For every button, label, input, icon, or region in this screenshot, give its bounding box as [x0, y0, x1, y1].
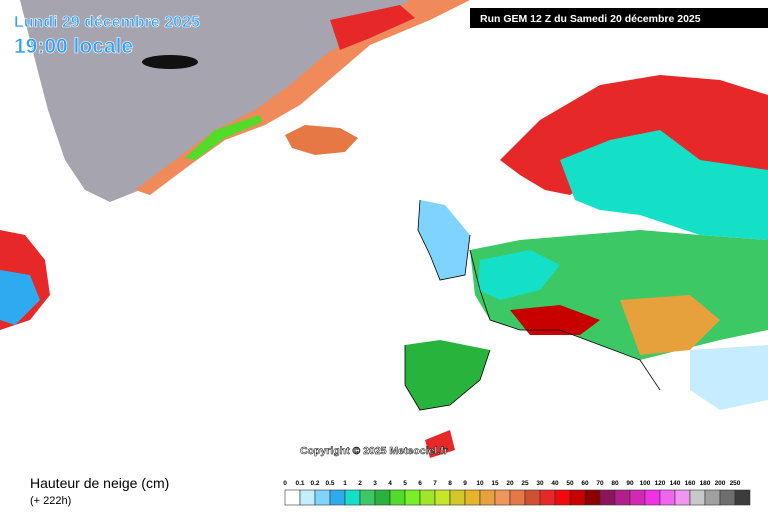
legend-swatch [284, 489, 301, 506]
lead-time: (+ 222h) [30, 495, 71, 507]
legend-swatch [464, 489, 481, 506]
time: 19:00 locale [14, 35, 133, 58]
legend-swatch [659, 489, 676, 506]
legend-swatch [569, 489, 586, 506]
legend-swatch [389, 489, 406, 506]
legend-label: 0.2 [310, 480, 319, 487]
legend-label: 60 [581, 480, 589, 487]
legend-label: 25 [521, 480, 529, 487]
legend-label: 50 [566, 480, 574, 487]
legend-label: 9 [463, 480, 467, 487]
europe [478, 250, 560, 300]
legend-swatch [434, 489, 451, 506]
legend-swatch [509, 489, 526, 506]
legend-swatch [494, 489, 511, 506]
legend-label: 80 [611, 480, 619, 487]
legend-swatch [524, 489, 541, 506]
legend-label: 30 [536, 480, 544, 487]
legend-label: 0.5 [325, 480, 334, 487]
legend-swatch [584, 489, 601, 506]
legend-label: 90 [626, 480, 634, 487]
legend-label: 120 [655, 480, 666, 487]
coastline [404, 199, 661, 411]
canada [0, 270, 40, 325]
snow-band [330, 5, 415, 50]
legend-swatch [644, 489, 661, 506]
legend-swatch [614, 489, 631, 506]
legend-swatch [374, 489, 391, 506]
legend-label: 100 [640, 480, 651, 487]
legend-label: 1 [343, 480, 347, 487]
legend-label: 200 [715, 480, 726, 487]
legend-swatch [404, 489, 421, 506]
legend-title: Hauteur de neige (cm) [30, 475, 169, 491]
snow-band [135, 0, 470, 195]
legend-swatch [479, 489, 496, 506]
turkey [690, 345, 768, 410]
greenland [20, 0, 430, 202]
iceland [285, 125, 358, 155]
legend-label: 40 [551, 480, 559, 487]
legend-swatch [719, 489, 736, 506]
legend-label: 5 [403, 480, 407, 487]
legend-label: 4 [388, 480, 392, 487]
legend-swatch [554, 489, 571, 506]
legend-swatch [329, 489, 346, 506]
legend-label: 0.1 [295, 480, 304, 487]
legend: 0 0.1 0.2 0.5 1 2 3 4 5 6 7 8 9 10 15 20 25 30 40 50 60 70 80 9… [283, 480, 751, 506]
run: Run GEM 12 Z du Samedi 20 décembre 2025 [480, 13, 701, 25]
run-box [470, 8, 768, 28]
legend-label: 15 [491, 480, 499, 487]
legend-label: 180 [700, 480, 711, 487]
carpathians [620, 295, 720, 355]
legend-label: 7 [433, 480, 437, 487]
legend-swatch [599, 489, 616, 506]
legend-label: 70 [596, 480, 604, 487]
legend-swatch [449, 489, 466, 506]
iberia [405, 340, 490, 410]
legend-swatch [314, 489, 331, 506]
legend-label: 6 [418, 480, 422, 487]
britain [418, 200, 470, 280]
map [0, 0, 768, 458]
atlas [425, 430, 455, 458]
date: Lundi 29 décembre 2025 [14, 14, 200, 31]
legend-label: 10 [476, 480, 484, 487]
legend-swatch [539, 489, 556, 506]
legend-label: 2 [358, 480, 362, 487]
legend-swatch [674, 489, 691, 506]
legend-label: 20 [506, 480, 514, 487]
legend-swatch [299, 489, 316, 506]
legend-swatch [359, 489, 376, 506]
legend-swatch [734, 489, 751, 506]
legend-swatch [629, 489, 646, 506]
legend-label: 8 [448, 480, 452, 487]
snow-band [185, 115, 262, 160]
legend-swatch [344, 489, 361, 506]
finland-russia [560, 130, 768, 240]
legend-swatch [704, 489, 721, 506]
legend-label: 0 [283, 480, 287, 487]
land-ice [142, 55, 198, 69]
legend-swatch [419, 489, 436, 506]
legend-label: 140 [670, 480, 681, 487]
legend-swatch [689, 489, 706, 506]
copyright: Copyright © 2025 Meteociel.fr [300, 445, 448, 457]
legend-label: 250 [730, 480, 741, 487]
legend-label: 3 [373, 480, 377, 487]
legend-label: 160 [685, 480, 696, 487]
alps [510, 305, 600, 335]
